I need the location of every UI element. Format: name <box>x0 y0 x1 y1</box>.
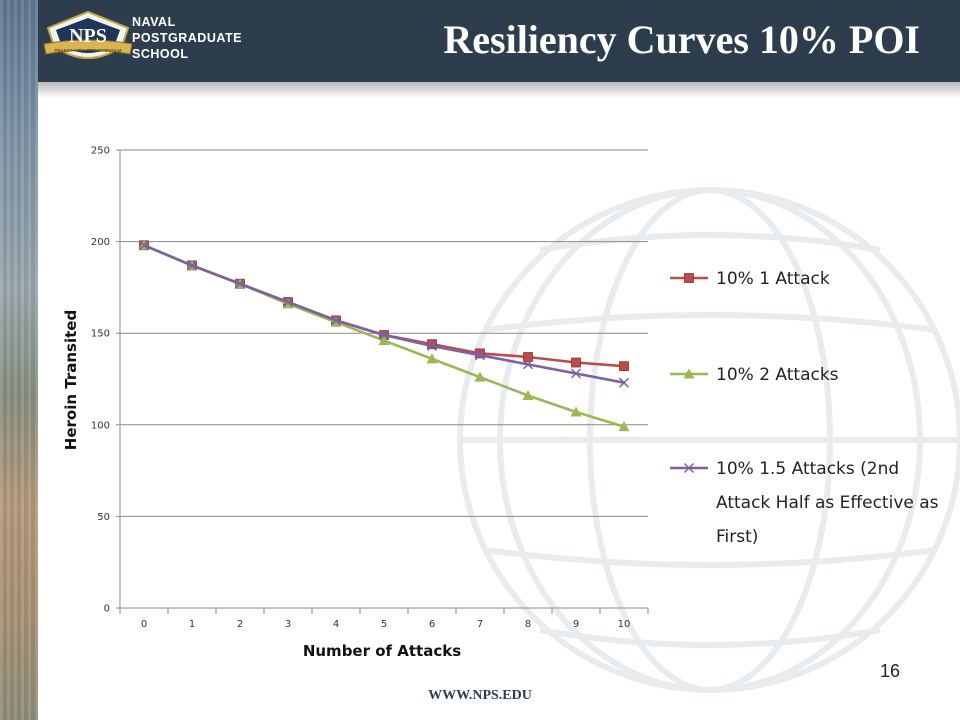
globe-watermark <box>457 187 960 693</box>
data-point <box>138 240 150 251</box>
x-tick-label: 8 <box>525 619 531 630</box>
x-tick-label: 4 <box>333 619 339 630</box>
series-1 <box>139 240 629 372</box>
x-tick-label: 9 <box>573 619 579 630</box>
x-tick-label: 6 <box>429 619 435 630</box>
legend-label: 10% 1 Attack <box>716 269 830 289</box>
data-point <box>426 353 438 364</box>
nps-logo: NPS PRAESTANTIA PER SCIENTIAM <box>43 10 133 59</box>
school-name-line: NAVAL <box>132 15 176 29</box>
x-tick-label: 5 <box>381 619 387 630</box>
chart-legend: 10% 1 Attack 10% 2 Attacks 10% 1.5 Attacks… <box>670 269 939 547</box>
data-point <box>234 278 246 289</box>
school-name-line: POSTGRADUATE <box>132 31 242 45</box>
logo-text: NPS <box>69 25 107 47</box>
data-point <box>571 357 581 368</box>
series-line <box>143 244 625 384</box>
data-point <box>523 352 533 362</box>
y-tick-label: 0 <box>104 604 110 615</box>
resiliency-line-chart: 0 50 100 150 200 250 0 1 2 3 4 5 6 7 8 9 10 Heroin Trans… <box>62 146 939 661</box>
data-point <box>186 260 198 271</box>
data-point <box>282 297 294 308</box>
legend-item-2: 10% 2 Attacks <box>670 365 839 385</box>
data-point <box>684 273 694 283</box>
data-point <box>683 462 695 474</box>
data-point <box>474 371 486 382</box>
axes <box>116 149 649 614</box>
series-line <box>143 244 625 368</box>
legend-item-1: 10% 1 Attack <box>670 269 830 289</box>
data-point <box>570 406 582 417</box>
data-point <box>570 368 582 379</box>
y-tick-label: 250 <box>91 146 110 157</box>
data-point <box>618 377 630 388</box>
y-tick-label: 200 <box>91 237 110 248</box>
data-point <box>474 350 486 361</box>
school-name-line: SCHOOL <box>132 47 189 61</box>
legend-label: 10% 1.5 Attacks (2nd Attack Half as Effec… <box>716 459 939 547</box>
series-3 <box>138 240 630 388</box>
y-tick-label: 100 <box>91 420 110 431</box>
legend-item-3: 10% 1.5 Attacks (2nd Attack Half as Effec… <box>670 459 939 547</box>
grid-lines <box>120 149 648 609</box>
page-number: 16 <box>880 661 901 681</box>
background-photo-strip <box>0 0 38 720</box>
data-point <box>378 330 390 341</box>
y-tick-label: 50 <box>97 512 110 523</box>
x-tick-label: 0 <box>141 619 147 630</box>
data-point <box>330 315 342 326</box>
x-axis-title: Number of Attacks <box>303 642 461 660</box>
y-tick-label: 150 <box>91 329 110 340</box>
legend-label: 10% 2 Attacks <box>716 365 839 385</box>
slide-title: Resiliency Curves 10% POI <box>443 17 920 62</box>
header-shadow <box>38 82 960 98</box>
x-tick-label: 3 <box>285 619 291 630</box>
y-axis-title: Heroin Transited <box>62 310 80 450</box>
header-bar <box>38 0 960 82</box>
data-point <box>522 359 534 370</box>
x-tick-label: 10 <box>618 619 631 630</box>
data-point <box>683 368 695 379</box>
logo-motto: PRAESTANTIA PER SCIENTIAM <box>55 48 122 53</box>
series-lines <box>138 239 630 432</box>
x-tick-label: 1 <box>189 619 195 630</box>
x-tick-label: 7 <box>477 619 483 630</box>
data-point <box>426 340 438 352</box>
tick-labels: 0 50 100 150 200 250 0 1 2 3 4 5 6 7 8 9 10 <box>91 146 630 631</box>
data-point <box>618 421 630 432</box>
data-point <box>378 335 390 346</box>
data-point <box>619 361 629 372</box>
x-tick-label: 2 <box>237 619 243 630</box>
data-point <box>522 389 534 400</box>
school-name: NAVAL POSTGRADUATE SCHOOL <box>132 14 242 62</box>
footer-url: WWW.NPS.EDU <box>428 688 532 703</box>
